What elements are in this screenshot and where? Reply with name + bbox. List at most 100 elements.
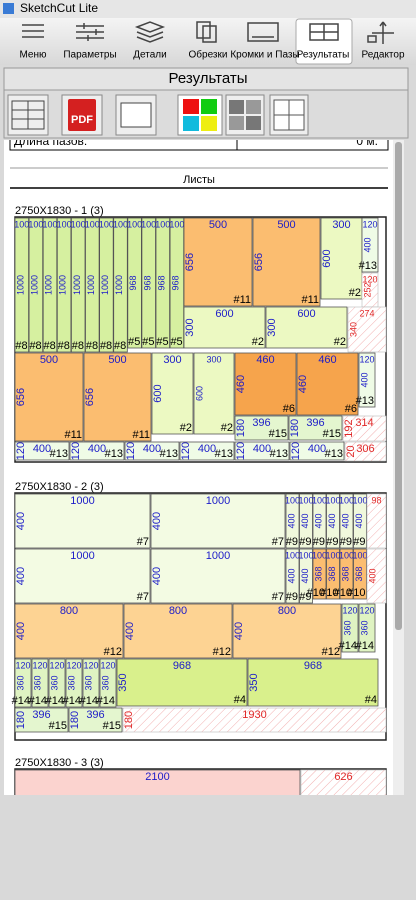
part <box>193 352 235 435</box>
part <box>299 548 313 604</box>
part <box>296 352 359 416</box>
dim-width: 500 <box>108 354 126 366</box>
part-id: #6 <box>283 403 295 415</box>
part <box>48 658 66 708</box>
dim-width: 120 <box>83 660 98 670</box>
part-id: #2 <box>334 336 346 348</box>
part <box>71 217 86 353</box>
toolbar-label[interactable]: Параметры <box>63 50 116 61</box>
dim-width: 120 <box>100 660 115 670</box>
dim-height: 120 <box>15 442 27 460</box>
dim-height: 400 <box>15 512 27 530</box>
part-id: #12 <box>322 646 340 658</box>
dim-width: 100 <box>325 495 340 505</box>
part-id: #15 <box>103 720 121 732</box>
part-id: #14 <box>12 695 30 707</box>
dim-height: 360 <box>32 675 42 690</box>
part <box>150 493 286 549</box>
dim-height: 360 <box>342 620 352 635</box>
part <box>14 493 151 549</box>
part <box>183 306 266 349</box>
dim-height: 1000 <box>29 275 39 295</box>
dim-height: 120 <box>180 442 192 460</box>
toolbar-label[interactable]: Обрезки <box>189 49 228 61</box>
part-id: #2 <box>221 422 233 434</box>
panel-title: Результаты <box>169 70 248 87</box>
part-id: #13 <box>160 448 178 460</box>
part <box>123 603 233 659</box>
part-id: #8 <box>72 340 84 352</box>
dim-height: 180 <box>289 419 301 437</box>
part <box>127 217 142 349</box>
toolbar-label[interactable]: Результаты <box>297 50 350 61</box>
dim-width: 100 <box>42 219 57 229</box>
dim-height: 368 <box>313 566 323 581</box>
part <box>312 493 327 549</box>
part-id: #4 <box>234 694 246 706</box>
part-id: #5 <box>142 336 154 348</box>
part <box>265 306 348 349</box>
part <box>42 217 58 353</box>
dim-height: 120 <box>70 442 82 460</box>
part <box>56 217 72 353</box>
part <box>234 352 297 416</box>
dim-height: 1000 <box>58 275 68 295</box>
dim-width: 100 <box>339 550 354 560</box>
part-id: #13 <box>270 448 288 460</box>
part <box>82 658 100 708</box>
sheet-title: 2750X1830 - 1 (3) <box>15 205 104 217</box>
part-id: #11 <box>64 429 82 441</box>
part-id: #5 <box>128 336 140 348</box>
dim-height: 400 <box>15 567 27 585</box>
part <box>358 603 376 653</box>
app-icon <box>3 3 14 14</box>
dim-height: 400 <box>151 567 163 585</box>
dim-height: 368 <box>340 566 350 581</box>
dim-height: 180 <box>235 419 247 437</box>
part <box>299 493 313 549</box>
dim-width: 1930 <box>242 709 266 721</box>
part <box>14 658 32 708</box>
dim-height: 656 <box>84 388 96 406</box>
dim-width: 100 <box>339 495 354 505</box>
dim-width: 120 <box>362 219 377 229</box>
dim-width: 300 <box>163 354 181 366</box>
part <box>341 603 359 653</box>
part-id: #14 <box>46 695 64 707</box>
offcut <box>366 493 387 549</box>
toolbar-label[interactable]: Кромки и Пазы <box>230 50 299 61</box>
part <box>28 217 44 353</box>
part-id: #7 <box>137 536 149 548</box>
part-id: #4 <box>365 694 377 706</box>
part-id: #15 <box>49 720 67 732</box>
dim-height: 360 <box>359 620 369 635</box>
dim-width: 396 <box>86 709 104 721</box>
part-id: #11 <box>233 294 251 306</box>
dim-width: 100 <box>169 219 184 229</box>
part <box>320 217 363 300</box>
part-id: #14 <box>97 695 115 707</box>
dim-width: 120 <box>362 274 377 284</box>
dim-height: 360 <box>83 675 93 690</box>
dim-height: 340 <box>348 322 358 337</box>
dim-height: 252 <box>362 282 372 297</box>
dim-height: 1000 <box>100 275 110 295</box>
dim-width: 600 <box>215 308 233 320</box>
dim-width: 400 <box>198 443 216 455</box>
part-id: #11 <box>132 429 150 441</box>
dim-width: 500 <box>209 219 227 231</box>
toolbar-label[interactable]: Детали <box>133 50 166 61</box>
toolbar-label[interactable]: Редактор <box>361 50 404 61</box>
dim-width: 400 <box>253 443 271 455</box>
dim-height: 1000 <box>86 275 96 295</box>
offcut <box>342 415 387 442</box>
dim-width: 274 <box>359 308 374 318</box>
dim-height: 350 <box>117 673 129 691</box>
icon-buttons[interactable] <box>7 94 309 136</box>
part-id: #14 <box>29 695 47 707</box>
part <box>288 415 343 441</box>
toolbar-label[interactable]: Меню <box>19 50 47 61</box>
scroll-thumb <box>395 142 402 630</box>
